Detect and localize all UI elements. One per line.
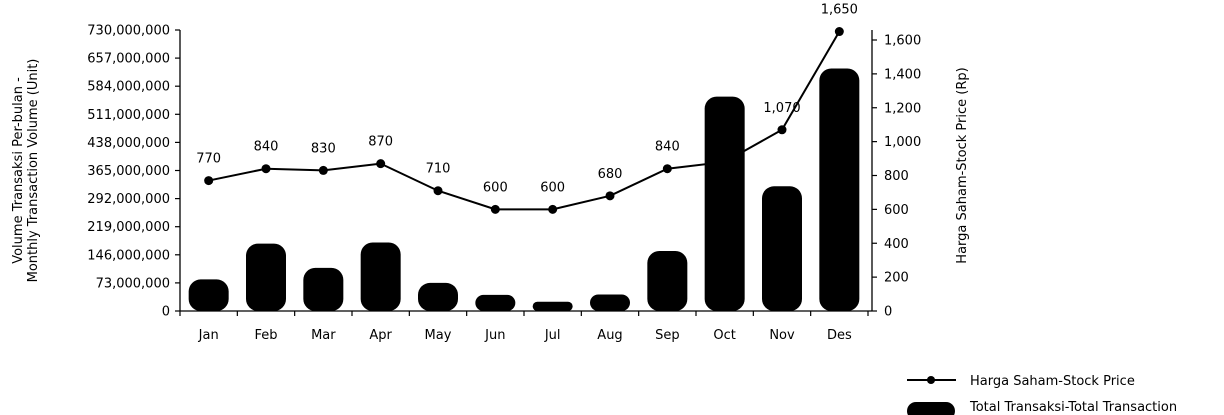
bar <box>246 243 286 311</box>
line-point <box>318 165 328 175</box>
y-tick-label: 146,000,000 <box>87 248 170 263</box>
data-label: 840 <box>655 140 680 155</box>
line-point <box>834 27 844 37</box>
legend: Harga Saham-Stock Price Total Transaksi-T… <box>907 374 1177 415</box>
line-point <box>662 164 672 174</box>
line-point <box>720 157 730 167</box>
y-tick-label: 657,000,000 <box>87 52 170 67</box>
bar <box>590 294 630 311</box>
y2-axis-title: Harga Saham-Stock Price (Rp) <box>955 67 970 263</box>
data-label: 600 <box>483 180 508 195</box>
bar <box>475 294 516 311</box>
line-point <box>490 204 500 214</box>
y2-tick-label: 1,000 <box>884 135 921 150</box>
line-path <box>208 31 841 211</box>
line-point <box>777 125 787 135</box>
x-tick-label: Jun <box>484 328 505 343</box>
y-axis-title: Volume Transaksi Per-bulan - Monthly Tran… <box>11 59 41 283</box>
bar <box>647 250 688 311</box>
line-point <box>605 191 615 201</box>
y-tick-label: 584,000,000 <box>87 80 170 95</box>
y2-tick-label: 400 <box>884 237 909 252</box>
y2-tick-label: 1,600 <box>884 34 921 49</box>
data-label: 770 <box>196 152 221 167</box>
y-tick-label: 0 <box>162 305 170 320</box>
y-tick-label: 73,000,000 <box>96 276 170 291</box>
bar <box>303 267 344 311</box>
bar <box>360 242 401 311</box>
data-label: 830 <box>311 141 336 156</box>
data-label: 600 <box>540 180 565 195</box>
y-tick-label: 219,000,000 <box>87 220 170 235</box>
line-point <box>261 164 271 174</box>
y2-tick-label: 1,400 <box>884 67 921 82</box>
y-tick-label: 365,000,000 <box>87 164 170 179</box>
y-tick-label: 730,000,000 <box>87 24 170 39</box>
y2-tick-label: 200 <box>884 271 909 286</box>
y2-tick-label: 600 <box>884 203 909 218</box>
y2-tick-label: 800 <box>884 169 909 184</box>
x-tick-label: Sep <box>655 328 680 343</box>
data-label: 1,070 <box>763 101 800 116</box>
y-axis-title-line: Volume Transaksi Per-bulan - <box>11 77 26 264</box>
bar <box>819 68 860 311</box>
line-point <box>376 159 386 169</box>
line-point <box>433 186 443 196</box>
x-tick-label: May <box>425 328 452 343</box>
x-tick-label: Jan <box>198 328 219 343</box>
x-tick-label: Des <box>827 328 852 343</box>
bar <box>762 186 802 311</box>
y-tick-label: 438,000,000 <box>87 136 170 151</box>
data-label: 870 <box>368 135 393 150</box>
bar <box>532 301 573 311</box>
legend-bar-swatch <box>907 402 955 415</box>
y-tick-label: 511,000,000 <box>87 108 170 123</box>
bar <box>418 282 458 311</box>
x-tick-label: Mar <box>311 328 336 343</box>
axes: 0 73,000,000 146,000,000 219,000,000 292,000… <box>87 24 921 344</box>
x-tick-label: Aug <box>597 328 622 343</box>
bar <box>188 279 229 311</box>
x-tick-label: Feb <box>254 328 277 343</box>
y2-tick-label: 0 <box>884 305 892 320</box>
bar <box>704 96 745 312</box>
legend-line-marker <box>927 376 935 384</box>
x-tick-label: Nov <box>769 328 795 343</box>
y-axis-title-line: Monthly Transaction Volume (Unit) <box>26 59 41 283</box>
y2-tick-label: 1,200 <box>884 101 921 116</box>
x-tick-label: Oct <box>713 328 735 343</box>
bar-series <box>188 68 860 312</box>
legend-label-line: Harga Saham-Stock Price <box>970 374 1135 389</box>
line-series: 770 840 830 870 710 600 600 680 840 1,070 1,650 <box>196 3 858 214</box>
data-label: 840 <box>254 140 279 155</box>
data-label: 710 <box>426 162 451 177</box>
data-label: 680 <box>598 167 623 182</box>
legend-label-bar: Total Transaksi-Total Transaction <box>969 400 1177 415</box>
data-label: 1,650 <box>821 3 858 18</box>
x-tick-label: Apr <box>369 328 392 343</box>
line-point <box>548 204 558 214</box>
x-tick-label: Jul <box>544 328 561 343</box>
y-tick-label: 292,000,000 <box>87 192 170 207</box>
line-point <box>204 176 214 186</box>
